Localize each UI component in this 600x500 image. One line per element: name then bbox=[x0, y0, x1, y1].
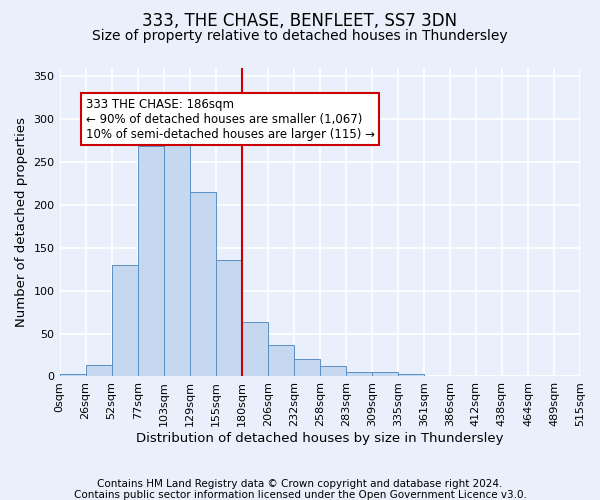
Bar bbox=[86, 366, 112, 376]
X-axis label: Distribution of detached houses by size in Thundersley: Distribution of detached houses by size … bbox=[136, 432, 503, 445]
Bar bbox=[190, 192, 215, 376]
Bar bbox=[294, 360, 320, 376]
Bar bbox=[112, 265, 137, 376]
Bar bbox=[398, 374, 424, 376]
Bar bbox=[242, 322, 268, 376]
Bar bbox=[137, 146, 164, 376]
Bar bbox=[59, 374, 86, 376]
Bar bbox=[215, 260, 242, 376]
Bar bbox=[372, 372, 398, 376]
Text: Contains HM Land Registry data © Crown copyright and database right 2024.: Contains HM Land Registry data © Crown c… bbox=[97, 479, 503, 489]
Text: Contains public sector information licensed under the Open Government Licence v3: Contains public sector information licen… bbox=[74, 490, 526, 500]
Bar bbox=[164, 132, 190, 376]
Bar bbox=[346, 372, 372, 376]
Bar bbox=[320, 366, 346, 376]
Text: 333 THE CHASE: 186sqm
← 90% of detached houses are smaller (1,067)
10% of semi-d: 333 THE CHASE: 186sqm ← 90% of detached … bbox=[86, 98, 374, 140]
Y-axis label: Number of detached properties: Number of detached properties bbox=[15, 117, 28, 327]
Text: 333, THE CHASE, BENFLEET, SS7 3DN: 333, THE CHASE, BENFLEET, SS7 3DN bbox=[142, 12, 458, 30]
Bar bbox=[268, 344, 294, 376]
Text: Size of property relative to detached houses in Thundersley: Size of property relative to detached ho… bbox=[92, 29, 508, 43]
